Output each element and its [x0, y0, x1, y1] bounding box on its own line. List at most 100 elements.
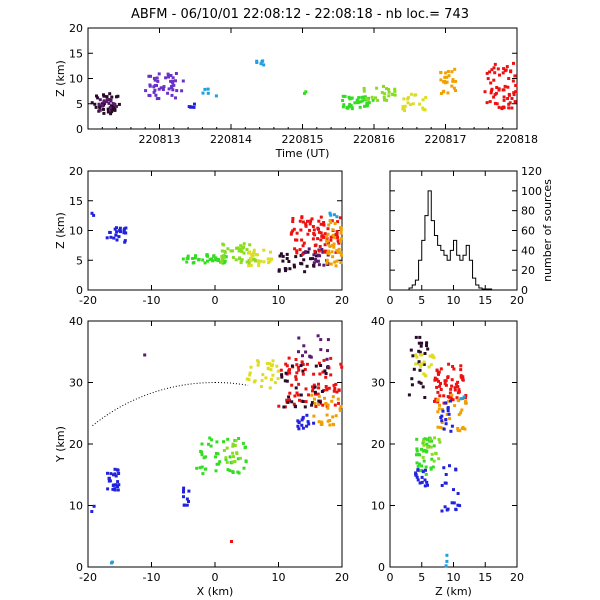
source-point [255, 61, 259, 64]
source-point [285, 398, 289, 402]
source-point [421, 98, 425, 102]
source-point [301, 252, 305, 256]
source-point [422, 362, 426, 366]
source-point [462, 395, 466, 399]
source-point [426, 483, 429, 487]
source-point [301, 354, 304, 358]
source-point [451, 365, 455, 368]
source-point [306, 219, 309, 223]
source-point [367, 101, 371, 105]
source-point [187, 105, 191, 109]
source-point [450, 424, 454, 428]
source-point [414, 93, 418, 97]
source-point [425, 344, 428, 348]
source-point [98, 108, 102, 112]
range-arc [92, 382, 215, 427]
x-tick-label: -10 [143, 571, 161, 584]
source-point [307, 393, 310, 397]
source-point [426, 347, 430, 351]
source-point [457, 413, 461, 417]
source-point [459, 364, 463, 368]
source-point [326, 365, 330, 368]
source-point [293, 394, 297, 398]
source-point [414, 362, 418, 366]
source-point [456, 428, 460, 432]
source-point [446, 406, 450, 410]
source-point [385, 98, 389, 102]
source-point [322, 221, 326, 224]
source-point [331, 233, 335, 237]
source-point [144, 89, 148, 93]
source-point [295, 231, 299, 235]
source-point [325, 261, 329, 265]
x-tick-label: 0 [387, 571, 394, 584]
source-point [311, 257, 315, 261]
source-point [419, 363, 423, 367]
source-point [291, 229, 295, 233]
source-point [253, 379, 257, 383]
source-point [436, 400, 440, 404]
source-point [257, 261, 261, 265]
source-point [210, 438, 214, 442]
source-point [438, 384, 442, 388]
source-point [186, 254, 190, 258]
source-point [326, 403, 330, 407]
source-point [109, 112, 113, 116]
x-tick-label: 220816 [353, 133, 395, 146]
source-point [105, 97, 109, 101]
source-point [364, 104, 368, 108]
source-point [411, 354, 415, 358]
y-tick-label: 120 [521, 165, 542, 178]
source-point [504, 68, 508, 72]
source-point [304, 350, 308, 354]
source-point [423, 448, 427, 452]
source-point [195, 466, 199, 470]
source-point [220, 260, 224, 264]
source-point [294, 238, 297, 242]
source-point [362, 98, 366, 102]
source-point [325, 413, 329, 417]
source-point [123, 240, 127, 244]
source-point [225, 446, 229, 450]
source-point [359, 100, 363, 104]
source-point [317, 394, 321, 398]
source-point [249, 263, 253, 267]
z-y-side-panel: 0 5 10 15 20 0 10 20 30 40 Z (km) [371, 315, 524, 598]
source-point [312, 228, 316, 232]
source-point [510, 106, 514, 110]
source-point [90, 510, 94, 513]
source-point [323, 369, 327, 373]
source-point [285, 364, 289, 368]
source-point [427, 365, 431, 369]
source-point [440, 419, 444, 423]
source-point [262, 260, 266, 264]
source-point [296, 365, 300, 369]
x-y-plan-xlabel: X (km) [197, 585, 234, 598]
source-point [320, 234, 324, 238]
source-point [341, 105, 345, 109]
source-point [317, 382, 320, 386]
source-point [416, 464, 420, 468]
source-point [239, 261, 243, 265]
source-point [453, 404, 457, 408]
source-point [192, 105, 196, 109]
source-point [319, 231, 323, 235]
source-point [442, 466, 446, 470]
source-point [319, 215, 323, 219]
source-point [332, 389, 336, 393]
source-point [434, 397, 438, 401]
source-point [328, 419, 332, 422]
source-point [382, 95, 386, 99]
source-point [365, 102, 369, 105]
source-point [102, 93, 105, 97]
source-point [313, 249, 317, 253]
source-point [409, 92, 413, 96]
source-point [425, 449, 429, 453]
source-point [181, 79, 185, 83]
source-point [445, 75, 449, 79]
y-tick-label: 0 [378, 561, 385, 574]
source-point [442, 401, 446, 405]
source-point [452, 86, 456, 90]
source-point [229, 249, 233, 253]
source-point [426, 445, 430, 449]
